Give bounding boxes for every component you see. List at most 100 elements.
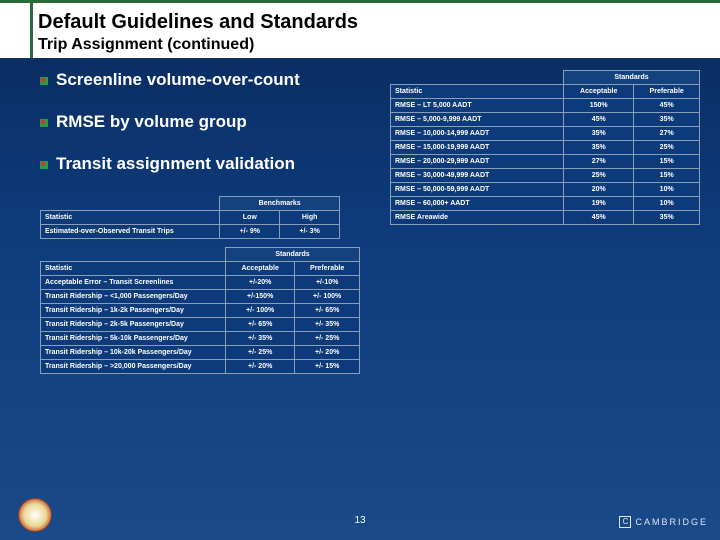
benchmarks-header: Benchmarks bbox=[220, 197, 340, 211]
stat-cell: RMSE – 15,000-19,999 AADT bbox=[391, 141, 564, 155]
table-header-row: Statistic Low High bbox=[41, 211, 340, 225]
value-cell: 27% bbox=[634, 127, 700, 141]
value-cell: 35% bbox=[634, 113, 700, 127]
standards-header: Standards bbox=[564, 71, 700, 85]
bullet-text: Screenline volume-over-count bbox=[56, 70, 300, 90]
standards-header: Standards bbox=[226, 248, 360, 262]
page-number: 13 bbox=[354, 515, 365, 526]
col-preferable: Preferable bbox=[295, 262, 360, 276]
value-cell: +/- 20% bbox=[295, 346, 360, 360]
col-high: High bbox=[280, 211, 340, 225]
value-cell: +/- 100% bbox=[226, 304, 295, 318]
value-cell: +/- 15% bbox=[295, 360, 360, 374]
bullet-icon bbox=[40, 77, 48, 85]
value-cell: 150% bbox=[564, 99, 634, 113]
stat-cell: RMSE – 60,000+ AADT bbox=[391, 197, 564, 211]
value-cell: +/- 65% bbox=[226, 318, 295, 332]
value-cell: +/- 35% bbox=[295, 318, 360, 332]
table-row: Transit Ridership – <1,000 Passengers/Da… bbox=[41, 290, 360, 304]
value-cell: 35% bbox=[634, 211, 700, 225]
table-row: RMSE – 10,000-14,999 AADT35%27% bbox=[391, 127, 700, 141]
value-cell: 35% bbox=[564, 141, 634, 155]
table-header-row: Statistic Acceptable Preferable bbox=[391, 85, 700, 99]
value-cell: 45% bbox=[634, 99, 700, 113]
value-cell: +/- 100% bbox=[295, 290, 360, 304]
content: Screenline volume-over-count RMSE by vol… bbox=[0, 58, 720, 374]
bullet-icon bbox=[40, 161, 48, 169]
value-cell: +/- 25% bbox=[295, 332, 360, 346]
left-column: Screenline volume-over-count RMSE by vol… bbox=[40, 70, 380, 374]
table-row: RMSE – 5,000-9,999 AADT45%35% bbox=[391, 113, 700, 127]
bullet-text: RMSE by volume group bbox=[56, 112, 247, 132]
footer: 13 C CAMBRIDGE bbox=[0, 494, 720, 534]
table-row: RMSE – 50,000-59,999 AADT20%10% bbox=[391, 183, 700, 197]
table-row: RMSE – 60,000+ AADT19%10% bbox=[391, 197, 700, 211]
col-preferable: Preferable bbox=[634, 85, 700, 99]
seal-icon bbox=[18, 498, 52, 532]
logo: C CAMBRIDGE bbox=[619, 516, 708, 528]
col-acceptable: Acceptable bbox=[564, 85, 634, 99]
table-row: RMSE Areawide45%35% bbox=[391, 211, 700, 225]
stat-cell: RMSE – 50,000-59,999 AADT bbox=[391, 183, 564, 197]
table-group-header: Standards bbox=[391, 71, 700, 85]
table-row: RMSE – LT 5,000 AADT150%45% bbox=[391, 99, 700, 113]
value-cell: +/- 25% bbox=[226, 346, 295, 360]
main-title: Default Guidelines and Standards bbox=[30, 11, 720, 34]
value-cell: 15% bbox=[634, 155, 700, 169]
benchmarks-table: Benchmarks Statistic Low High Estimated-… bbox=[40, 196, 340, 239]
value-cell: 35% bbox=[564, 127, 634, 141]
stat-cell: Transit Ridership – 2k-5k Passengers/Day bbox=[41, 318, 226, 332]
stat-cell: Estimated-over-Observed Transit Trips bbox=[41, 225, 220, 239]
table-row: Acceptable Error – Transit Screenlines+/… bbox=[41, 276, 360, 290]
stat-cell: RMSE – LT 5,000 AADT bbox=[391, 99, 564, 113]
value-cell: +/- 20% bbox=[226, 360, 295, 374]
rmse-table: Standards Statistic Acceptable Preferabl… bbox=[390, 70, 700, 225]
high-cell: +/- 3% bbox=[280, 225, 340, 239]
table-row: Transit Ridership – >20,000 Passengers/D… bbox=[41, 360, 360, 374]
stat-cell: Transit Ridership – 10k-20k Passengers/D… bbox=[41, 346, 226, 360]
right-column: Standards Statistic Acceptable Preferabl… bbox=[390, 70, 700, 225]
value-cell: 20% bbox=[564, 183, 634, 197]
value-cell: 10% bbox=[634, 183, 700, 197]
bullet-item: Screenline volume-over-count bbox=[40, 70, 380, 90]
stat-cell: RMSE Areawide bbox=[391, 211, 564, 225]
stat-cell: Transit Ridership – >20,000 Passengers/D… bbox=[41, 360, 226, 374]
table-row: Estimated-over-Observed Transit Trips +/… bbox=[41, 225, 340, 239]
table-row: Transit Ridership – 2k-5k Passengers/Day… bbox=[41, 318, 360, 332]
low-cell: +/- 9% bbox=[220, 225, 280, 239]
logo-text: CAMBRIDGE bbox=[635, 517, 708, 527]
table-row: Transit Ridership – 1k-2k Passengers/Day… bbox=[41, 304, 360, 318]
value-cell: 45% bbox=[564, 113, 634, 127]
table-row: RMSE – 20,000-29,999 AADT27%15% bbox=[391, 155, 700, 169]
value-cell: +/- 35% bbox=[226, 332, 295, 346]
table-group-header: Standards bbox=[41, 248, 360, 262]
stat-cell: RMSE – 20,000-29,999 AADT bbox=[391, 155, 564, 169]
table-row: RMSE – 15,000-19,999 AADT35%25% bbox=[391, 141, 700, 155]
stat-cell: RMSE – 5,000-9,999 AADT bbox=[391, 113, 564, 127]
value-cell: +/-10% bbox=[295, 276, 360, 290]
title-area: Default Guidelines and Standards Trip As… bbox=[0, 0, 720, 58]
value-cell: 25% bbox=[634, 141, 700, 155]
standards-left-table: Standards Statistic Acceptable Preferabl… bbox=[40, 247, 360, 374]
col-statistic: Statistic bbox=[391, 85, 564, 99]
bullet-text: Transit assignment validation bbox=[56, 154, 295, 174]
value-cell: +/-150% bbox=[226, 290, 295, 304]
col-statistic: Statistic bbox=[41, 262, 226, 276]
stat-cell: Transit Ridership – <1,000 Passengers/Da… bbox=[41, 290, 226, 304]
value-cell: 45% bbox=[564, 211, 634, 225]
bullet-item: RMSE by volume group bbox=[40, 112, 380, 132]
bullet-item: Transit assignment validation bbox=[40, 154, 380, 174]
value-cell: 25% bbox=[564, 169, 634, 183]
table-group-header: Benchmarks bbox=[41, 197, 340, 211]
stat-cell: Transit Ridership – 1k-2k Passengers/Day bbox=[41, 304, 226, 318]
table-header-row: Statistic Acceptable Preferable bbox=[41, 262, 360, 276]
value-cell: 10% bbox=[634, 197, 700, 211]
value-cell: +/-20% bbox=[226, 276, 295, 290]
value-cell: 27% bbox=[564, 155, 634, 169]
table-row: Transit Ridership – 10k-20k Passengers/D… bbox=[41, 346, 360, 360]
value-cell: 19% bbox=[564, 197, 634, 211]
stat-cell: RMSE – 30,000-49,999 AADT bbox=[391, 169, 564, 183]
value-cell: 15% bbox=[634, 169, 700, 183]
col-acceptable: Acceptable bbox=[226, 262, 295, 276]
stat-cell: RMSE – 10,000-14,999 AADT bbox=[391, 127, 564, 141]
